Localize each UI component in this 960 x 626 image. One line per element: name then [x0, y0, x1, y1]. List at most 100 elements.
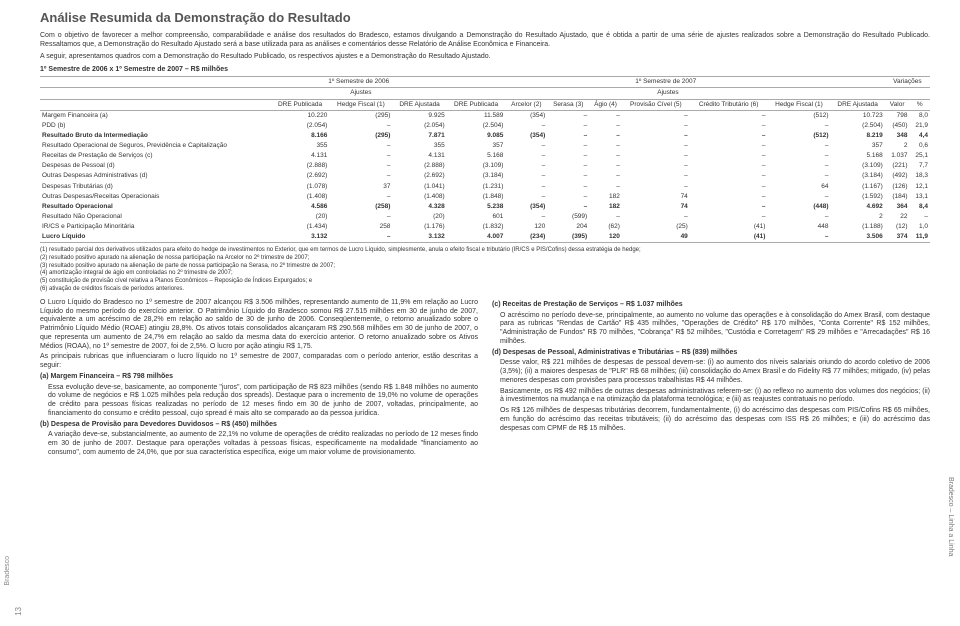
- table-notes: (1) resultado parcial dos derivativos ut…: [40, 247, 930, 293]
- cell: –: [767, 192, 830, 202]
- cell: 357: [447, 141, 506, 151]
- body-para: Basicamente, os R$ 492 milhões de outras…: [492, 388, 930, 406]
- cell: 182: [589, 192, 622, 202]
- row-label: Lucro Líquido: [40, 232, 271, 243]
- cell: 355: [392, 141, 446, 151]
- cell: –: [505, 151, 547, 161]
- cell: –: [329, 151, 392, 161]
- cell: 364: [885, 202, 910, 212]
- cell: 7.871: [392, 131, 446, 141]
- cell: –: [547, 110, 589, 121]
- cell: (295): [329, 131, 392, 141]
- cell: –: [329, 121, 392, 131]
- cell: 4.131: [271, 151, 330, 161]
- cell: –: [690, 161, 768, 171]
- cell: 355: [271, 141, 330, 151]
- cell: (184): [885, 192, 910, 202]
- cell: (258): [329, 202, 392, 212]
- cell: 4.692: [831, 202, 885, 212]
- col-header: DRE Publicada: [271, 99, 330, 110]
- cell: 357: [831, 141, 885, 151]
- cell: 13,1: [910, 192, 930, 202]
- cell: (1.832): [447, 222, 506, 232]
- cell: 798: [885, 110, 910, 121]
- cell: –: [690, 141, 768, 151]
- cell: –: [505, 161, 547, 171]
- row-label: Resultado Bruto da Intermediação: [40, 131, 271, 141]
- cell: (1.408): [392, 192, 446, 202]
- cell: 5.168: [831, 151, 885, 161]
- cell: (2.888): [271, 161, 330, 171]
- cell: –: [767, 161, 830, 171]
- section-heading: (c) Receitas de Prestação de Serviços – …: [492, 301, 930, 310]
- cell: (234): [505, 232, 547, 243]
- cell: (1.231): [447, 182, 506, 192]
- cell: (3.109): [831, 161, 885, 171]
- cell: –: [589, 182, 622, 192]
- row-label: Receitas de Prestação de Serviços (c): [40, 151, 271, 161]
- cell: –: [547, 171, 589, 181]
- row-label: Margem Financeira (a): [40, 110, 271, 121]
- body-para: O Lucro Líquido do Bradesco no 1º semest…: [40, 299, 478, 352]
- cell: –: [690, 212, 768, 222]
- note: (2) resultado positivo apurado na aliena…: [40, 255, 930, 262]
- col-header: Crédito Tributário (6): [690, 99, 768, 110]
- cell: (2.888): [392, 161, 446, 171]
- cell: –: [767, 121, 830, 131]
- note: (6) ativação de créditos fiscais de perí…: [40, 286, 930, 293]
- body-para: Desse valor, R$ 221 milhões de despesas …: [492, 359, 930, 385]
- cell: 37: [329, 182, 392, 192]
- cell: (1.078): [271, 182, 330, 192]
- cell: –: [910, 212, 930, 222]
- cell: 18,3: [910, 171, 930, 181]
- cell: (20): [392, 212, 446, 222]
- body-para: O acréscimo no período deve-se, principa…: [492, 312, 930, 347]
- cell: –: [622, 110, 690, 121]
- cell: (62): [589, 222, 622, 232]
- cell: (1.434): [271, 222, 330, 232]
- results-table: 1º Semestre de 2006 1º Semestre de 2007 …: [40, 76, 930, 243]
- cell: –: [505, 171, 547, 181]
- cell: (25): [622, 222, 690, 232]
- col-header: Valor: [885, 99, 910, 110]
- cell: –: [767, 232, 830, 243]
- cell: 64: [767, 182, 830, 192]
- col-header: DRE Ajustada: [831, 99, 885, 110]
- cell: 348: [885, 131, 910, 141]
- cell: 9.925: [392, 110, 446, 121]
- cell: (12): [885, 222, 910, 232]
- cell: 8,4: [910, 202, 930, 212]
- cell: 204: [547, 222, 589, 232]
- cell: 4.586: [271, 202, 330, 212]
- cell: –: [589, 121, 622, 131]
- cell: –: [547, 151, 589, 161]
- cell: –: [622, 161, 690, 171]
- cell: 120: [505, 222, 547, 232]
- cell: –: [589, 171, 622, 181]
- cell: (20): [271, 212, 330, 222]
- row-label: Resultado Operacional de Seguros, Previd…: [40, 141, 271, 151]
- cell: 374: [885, 232, 910, 243]
- note: (1) resultado parcial dos derivativos ut…: [40, 247, 930, 254]
- cell: –: [589, 161, 622, 171]
- adjust-header: Ajustes: [505, 88, 830, 99]
- cell: (1.041): [392, 182, 446, 192]
- cell: –: [329, 161, 392, 171]
- cell: 7,7: [910, 161, 930, 171]
- note: (3) resultado positivo apurado na aliena…: [40, 263, 930, 270]
- section-heading: (d) Despesas de Pessoal, Administrativas…: [492, 349, 930, 358]
- cell: –: [329, 212, 392, 222]
- side-label: Bradesco – Linha a Linha: [947, 477, 954, 556]
- cell: 1,0: [910, 222, 930, 232]
- cell: (354): [505, 131, 547, 141]
- cell: –: [329, 232, 392, 243]
- row-label: PDD (b): [40, 121, 271, 131]
- cell: 11,9: [910, 232, 930, 243]
- var-header: Variações: [885, 77, 930, 88]
- cell: –: [329, 171, 392, 181]
- col-header: Hedge Fiscal (1): [767, 99, 830, 110]
- cell: 258: [329, 222, 392, 232]
- cell: –: [505, 212, 547, 222]
- cell: –: [690, 182, 768, 192]
- cell: 4,4: [910, 131, 930, 141]
